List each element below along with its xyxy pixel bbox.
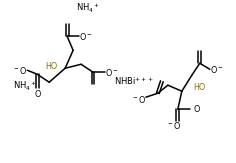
Text: HO: HO <box>45 62 57 71</box>
Text: NH$_4$$^+$: NH$_4$$^+$ <box>13 80 37 93</box>
Text: $^-$O: $^-$O <box>12 65 27 76</box>
Text: HO: HO <box>194 83 206 92</box>
Text: O: O <box>34 90 40 99</box>
Text: O$^-$: O$^-$ <box>105 67 119 78</box>
Text: O$^-$: O$^-$ <box>210 64 223 75</box>
Text: O: O <box>194 105 200 114</box>
Text: NHBi$^{+++}$: NHBi$^{+++}$ <box>114 75 154 87</box>
Text: $^-$O: $^-$O <box>166 120 181 131</box>
Text: O$^-$: O$^-$ <box>79 31 93 42</box>
Text: NH$_4$$^+$: NH$_4$$^+$ <box>76 2 100 15</box>
Text: $^-$O: $^-$O <box>131 94 147 105</box>
